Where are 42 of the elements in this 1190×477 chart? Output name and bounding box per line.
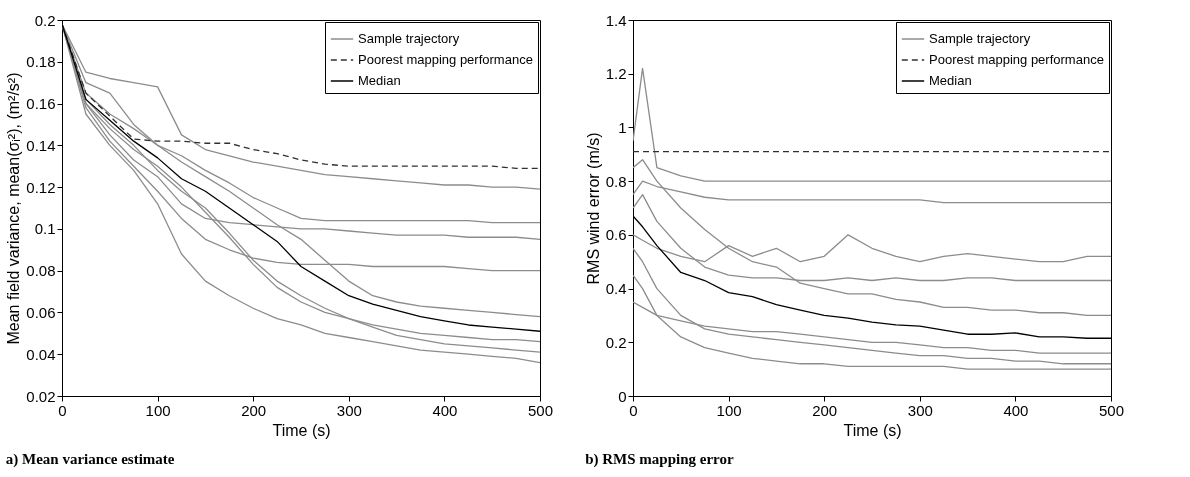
legend-label: Sample trajectory — [358, 31, 460, 46]
x-tick-label: 500 — [1098, 401, 1125, 419]
y-tick-label: 0.1 — [34, 220, 56, 238]
y-tick-label: 1.2 — [605, 65, 627, 83]
y-tick-label: 0.8 — [605, 172, 627, 190]
x-tick-label: 300 — [336, 401, 362, 419]
x-tick-label: 0 — [58, 401, 67, 419]
y-tick-label: 0.08 — [26, 262, 56, 280]
x-tick-label: 200 — [812, 401, 838, 419]
text: b) RMS mapping error — [585, 451, 734, 468]
y-axis-title: RMS wind error (m/s) — [584, 132, 602, 285]
y-tick-label: 0.6 — [605, 226, 627, 244]
y-tick-label: 1 — [618, 118, 627, 136]
y-tick-label: 0.18 — [26, 53, 56, 71]
legend-label: Median — [929, 73, 972, 88]
y-tick-label: 0.2 — [605, 333, 627, 351]
legend-label: Poorest mapping performance — [358, 52, 533, 67]
y-tick-label: 0.12 — [26, 178, 56, 196]
y-tick-label: 0.4 — [605, 280, 627, 298]
y-tick-label: 0.16 — [26, 95, 56, 113]
text: a) Mean variance estimate — [5, 451, 175, 468]
x-tick-label: 400 — [1003, 401, 1029, 419]
x-tick-label: 500 — [527, 401, 554, 419]
legend-label: Median — [358, 73, 401, 88]
y-tick-label: 0 — [618, 387, 627, 405]
legend-label: Poorest mapping performance — [929, 52, 1104, 67]
y-axis-title: Mean field variance, mean(σᵢ²), (m²/s²) — [5, 72, 23, 345]
y-tick-label: 0.2 — [34, 11, 56, 29]
x-tick-label: 0 — [629, 401, 638, 419]
y-tick-label: 0.14 — [26, 136, 56, 154]
y-tick-label: 1.4 — [605, 11, 627, 29]
x-tick-label: 100 — [716, 401, 742, 419]
x-tick-label: 200 — [241, 401, 267, 419]
y-tick-label: 0.04 — [26, 345, 56, 363]
x-tick-label: 400 — [432, 401, 458, 419]
x-axis-title: Time (s) — [272, 421, 331, 439]
y-tick-label: 0.02 — [26, 387, 56, 405]
legend-label: Sample trajectory — [929, 31, 1031, 46]
x-tick-label: 100 — [145, 401, 171, 419]
y-tick-label: 0.06 — [26, 303, 56, 321]
x-axis-title: Time (s) — [843, 421, 902, 439]
x-tick-label: 300 — [907, 401, 933, 419]
